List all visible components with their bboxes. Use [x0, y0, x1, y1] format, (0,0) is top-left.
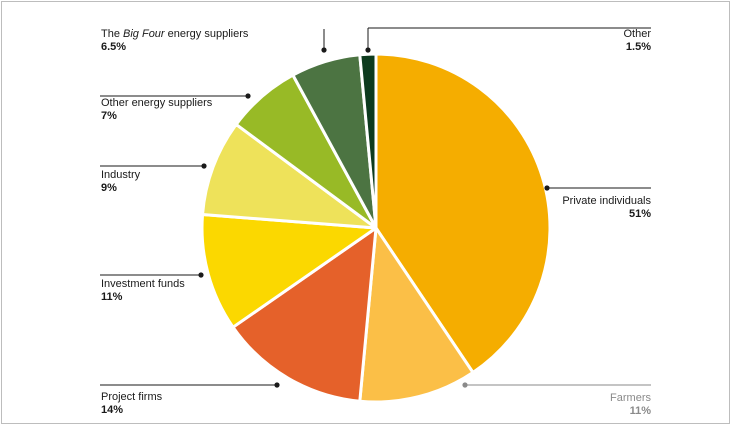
value-farmers: 11% [630, 405, 652, 417]
leader-dot-industry [201, 163, 207, 169]
label-investment-funds: Investment funds [101, 278, 185, 290]
pie-slices [200, 52, 552, 404]
slice-labels: Private individuals51%Farmers11%Project … [101, 28, 651, 417]
value-project-firms: 14% [101, 404, 123, 416]
label-industry: Industry [101, 169, 141, 181]
value-the-big-four-energy-suppliers: 6.5% [101, 41, 126, 53]
leader-dot-other [365, 47, 371, 53]
leader-dot-farmers [462, 382, 468, 388]
pie-slice-investment-funds [200, 212, 378, 329]
label-farmers: Farmers [610, 392, 651, 404]
leader-dot-project-firms [274, 382, 280, 388]
label-project-firms: Project firms [101, 391, 163, 403]
pie-slice-industry [201, 122, 378, 230]
pie-slice-other [358, 52, 378, 230]
pie-slice-farmers [358, 226, 475, 404]
leader-lines [100, 27, 651, 388]
label-the-big-four-energy-suppliers: The Big Four energy suppliers [101, 28, 249, 40]
value-other-energy-suppliers: 7% [101, 110, 117, 122]
label-other: Other [623, 28, 651, 40]
label-other-energy-suppliers: Other energy suppliers [101, 97, 213, 109]
leader-dot-investment-funds [198, 272, 204, 278]
pie-slice-project-firms [231, 226, 378, 403]
value-investment-funds: 11% [101, 291, 123, 303]
value-industry: 9% [101, 182, 117, 194]
value-private-individuals: 51% [629, 208, 651, 220]
leader-dot-private-individuals [544, 185, 550, 191]
leader-dot-the-big-four-energy-suppliers [321, 47, 327, 53]
value-other: 1.5% [626, 41, 651, 53]
leader-dot-other-energy-suppliers [245, 93, 251, 99]
pie-slice-private-individuals [374, 52, 552, 374]
label-private-individuals: Private individuals [562, 195, 651, 207]
